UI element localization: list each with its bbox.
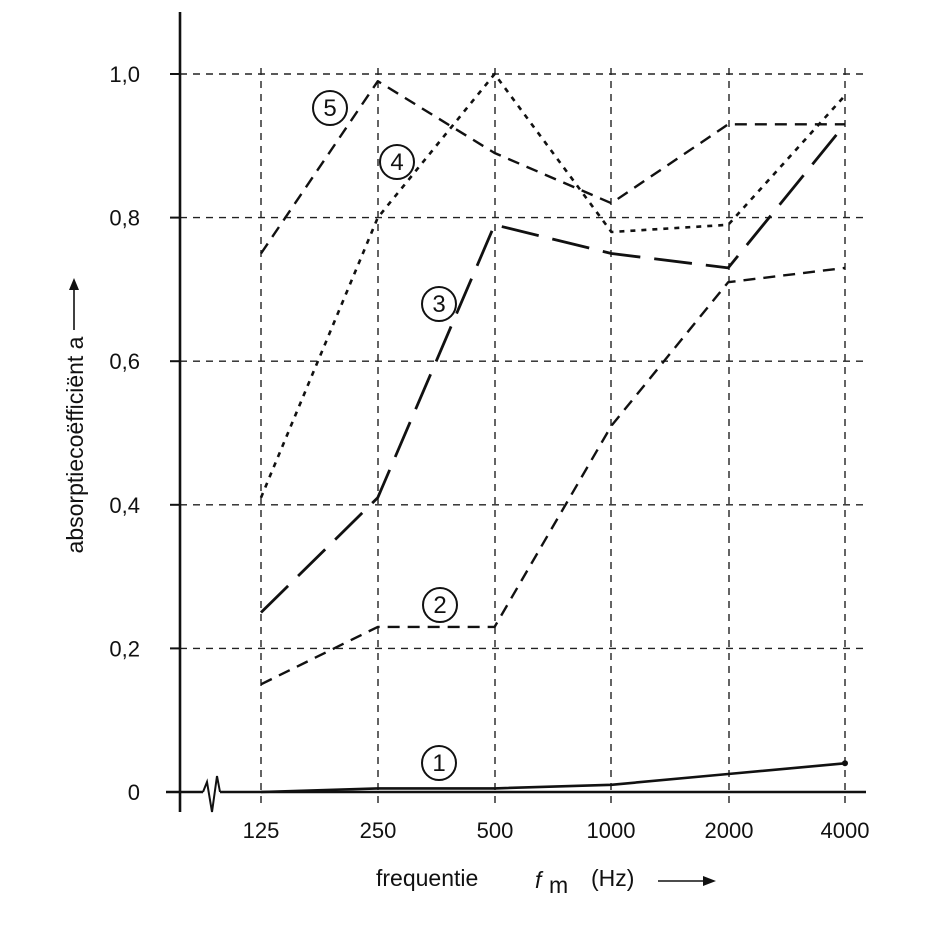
series-3-marker: 3	[421, 286, 457, 322]
series-2-line	[260, 266, 846, 686]
x-tick-label: 250	[360, 818, 397, 843]
series-1-line	[260, 762, 846, 794]
y-tick-label: 0,8	[109, 206, 140, 231]
x-tick-label: 1000	[587, 818, 636, 843]
series-4-line	[259, 72, 846, 499]
y-tick-label: 0,4	[109, 493, 140, 518]
x-axis-title: frequentie f m (Hz)	[376, 865, 634, 898]
axis-break-icon	[202, 775, 221, 813]
y-tick-label: 0,6	[109, 349, 140, 374]
series-lines	[259, 72, 848, 794]
y-axis-arrowhead-icon	[69, 278, 79, 290]
series-marker-circle	[379, 144, 415, 180]
series-marker-label: 1	[432, 750, 445, 777]
x-tick-label: 500	[477, 818, 514, 843]
series-marker-circle	[421, 286, 457, 322]
axes	[69, 12, 866, 886]
series-2-marker: 2	[422, 587, 458, 623]
series-marker-label: 2	[433, 592, 446, 619]
x-axis-symbol: f	[535, 867, 544, 893]
y-tick-label: 0	[128, 780, 140, 805]
grid	[180, 68, 866, 806]
series-marker-label: 4	[390, 149, 403, 176]
series-marker-circle	[422, 587, 458, 623]
series-3-line	[260, 123, 847, 614]
series-marker-circle	[312, 90, 348, 126]
y-tick-label: 1,0	[109, 62, 140, 87]
x-axis-unit: (Hz)	[591, 865, 634, 891]
series-marker-label: 5	[323, 95, 336, 122]
series-markers: 1 2 3 4 5	[312, 90, 458, 781]
series-marker-circle	[421, 745, 457, 781]
x-axis-symbol-subscript: m	[549, 872, 568, 898]
series-4-marker: 4	[379, 144, 415, 180]
y-axis-label: absorptiecoëfficiënt a	[62, 336, 88, 553]
series-1-end-dot	[842, 760, 848, 767]
series-5-marker: 5	[312, 90, 348, 126]
series-5-line	[260, 79, 845, 255]
x-axis-arrowhead-icon	[703, 876, 716, 886]
x-tick-label: 2000	[705, 818, 754, 843]
x-tick-label: 4000	[821, 818, 870, 843]
series-1-marker: 1	[421, 745, 457, 781]
series-marker-label: 3	[432, 291, 445, 318]
y-tick-label: 0,2	[109, 636, 140, 661]
x-axis-label: frequentie	[376, 865, 478, 891]
x-tick-label: 125	[243, 818, 280, 843]
